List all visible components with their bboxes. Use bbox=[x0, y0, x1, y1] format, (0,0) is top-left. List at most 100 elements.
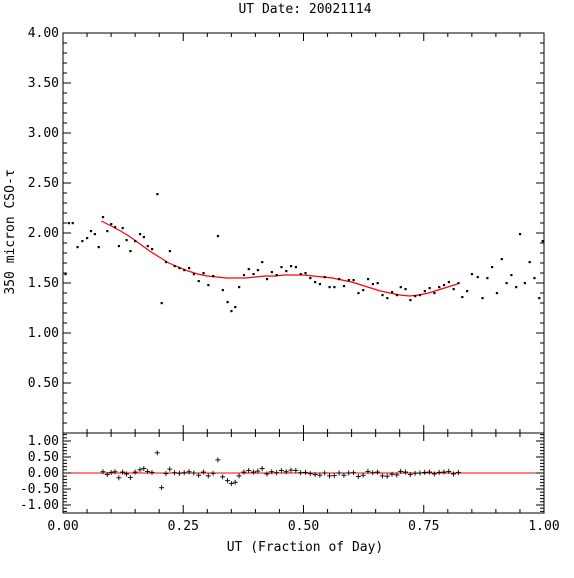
main-ytick-label: 1.50 bbox=[28, 276, 59, 291]
residual-point bbox=[384, 473, 390, 479]
data-point bbox=[518, 233, 522, 236]
data-point bbox=[212, 275, 215, 278]
data-point bbox=[491, 266, 494, 269]
data-point bbox=[438, 286, 441, 289]
data-point bbox=[97, 246, 100, 249]
residual-point bbox=[215, 457, 221, 463]
data-point bbox=[376, 282, 379, 285]
data-point bbox=[221, 289, 224, 292]
data-point bbox=[197, 280, 200, 283]
data-point bbox=[391, 291, 394, 294]
x-tick-label: 0.00 bbox=[47, 519, 78, 534]
data-point bbox=[352, 279, 355, 282]
residual-point bbox=[264, 471, 270, 477]
data-point bbox=[371, 283, 374, 286]
main-points bbox=[64, 193, 544, 313]
data-point bbox=[309, 277, 312, 280]
data-point bbox=[505, 282, 508, 285]
data-point bbox=[510, 274, 513, 277]
data-point bbox=[528, 261, 531, 264]
data-point bbox=[134, 240, 137, 243]
main-ytick-label: 4.00 bbox=[28, 26, 59, 41]
residual-point bbox=[269, 469, 275, 475]
data-point bbox=[381, 294, 384, 297]
residual-point bbox=[412, 470, 418, 476]
data-point bbox=[178, 267, 181, 270]
data-point bbox=[500, 258, 503, 261]
residual-point bbox=[225, 478, 231, 484]
residual-point bbox=[436, 469, 442, 475]
main-ytick-label: 3.50 bbox=[28, 76, 59, 91]
residual-point bbox=[331, 473, 337, 479]
residual-point bbox=[283, 469, 289, 475]
data-point bbox=[357, 292, 360, 295]
residual-point bbox=[360, 472, 366, 478]
data-point bbox=[252, 273, 255, 276]
residual-point bbox=[191, 470, 197, 476]
residual-point bbox=[159, 485, 165, 491]
residual-point bbox=[196, 472, 202, 478]
residual-point bbox=[422, 469, 428, 475]
x-tick-label: 0.25 bbox=[168, 519, 199, 534]
data-point bbox=[106, 230, 109, 233]
residual-point bbox=[431, 471, 437, 477]
residual-points bbox=[100, 450, 461, 491]
residual-point bbox=[379, 473, 385, 479]
residual-ytick-label: -1.00 bbox=[20, 498, 59, 513]
residual-ytick-label: 0.50 bbox=[28, 450, 59, 465]
data-point bbox=[476, 276, 479, 279]
x-axis-label: UT (Fraction of Day) bbox=[227, 540, 384, 555]
data-point bbox=[289, 265, 293, 268]
residual-point bbox=[137, 467, 143, 473]
data-point bbox=[495, 292, 499, 295]
residual-point bbox=[232, 479, 238, 485]
main-panel-frame bbox=[62, 32, 545, 434]
data-point bbox=[395, 294, 399, 297]
residual-point bbox=[100, 469, 106, 475]
data-point bbox=[76, 246, 79, 249]
residual-point bbox=[132, 469, 138, 475]
residual-point bbox=[455, 469, 461, 475]
data-point bbox=[399, 286, 402, 289]
residual-point bbox=[302, 469, 308, 475]
residual-point bbox=[274, 470, 280, 476]
residual-point bbox=[402, 469, 408, 475]
residual-point bbox=[351, 470, 357, 476]
residual-point bbox=[167, 466, 173, 472]
residual-point bbox=[181, 470, 187, 476]
data-point bbox=[86, 237, 89, 240]
data-point bbox=[188, 267, 191, 270]
data-point bbox=[89, 230, 93, 233]
residual-ytick-labels: 1.000.500.00-0.50-1.00 bbox=[20, 434, 59, 513]
x-tick-labels: 0.00 0.25 0.50 0.75 1.00 bbox=[47, 519, 559, 534]
residual-point bbox=[336, 470, 342, 476]
residual-point bbox=[116, 475, 122, 481]
data-point bbox=[138, 233, 142, 236]
data-point bbox=[481, 297, 484, 300]
data-point bbox=[226, 301, 229, 304]
data-point bbox=[129, 250, 132, 253]
data-point bbox=[323, 276, 326, 279]
residual-point bbox=[250, 469, 256, 475]
main-ytick-labels: 4.00 3.50 3.00 2.50 2.00 1.50 1.00 0.50 bbox=[28, 26, 59, 391]
data-point bbox=[156, 193, 159, 196]
data-point bbox=[304, 272, 307, 275]
data-point bbox=[418, 294, 422, 297]
residual-point bbox=[417, 470, 423, 476]
residual-point bbox=[322, 470, 328, 476]
data-point bbox=[142, 236, 146, 239]
data-point bbox=[164, 261, 168, 264]
residual-point bbox=[407, 472, 413, 478]
data-point bbox=[466, 290, 469, 293]
residual-ytick-label: 0.00 bbox=[28, 466, 59, 481]
data-point bbox=[183, 269, 186, 272]
data-point bbox=[117, 245, 120, 248]
data-point bbox=[113, 226, 117, 229]
data-point bbox=[261, 261, 264, 264]
residual-point bbox=[441, 469, 447, 475]
residual-point bbox=[145, 468, 151, 474]
residual-point bbox=[355, 474, 361, 480]
residual-point bbox=[163, 471, 169, 477]
data-point bbox=[101, 216, 105, 219]
residual-point bbox=[375, 469, 381, 475]
